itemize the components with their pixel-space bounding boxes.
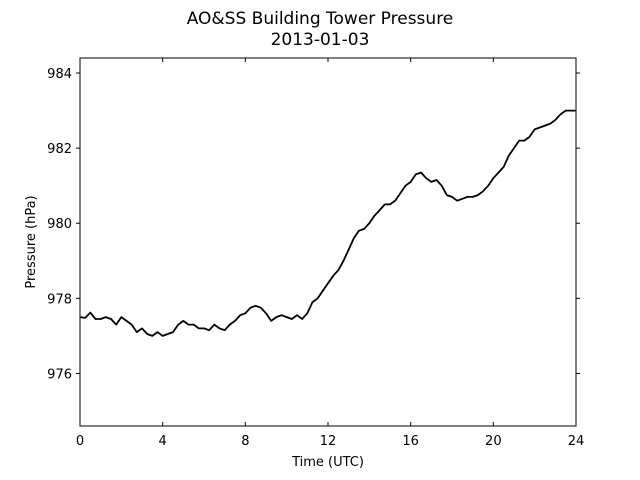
x-tick-label: 8 (241, 434, 249, 449)
chart-title: AO&SS Building Tower Pressure (187, 9, 454, 29)
y-axis-ticks: 976 978 980 982 984 (47, 67, 580, 382)
plot-frame (79, 57, 577, 427)
x-tick-label: 0 (76, 434, 84, 449)
x-tick-label: 20 (485, 434, 502, 449)
y-tick-label: 976 (47, 367, 72, 382)
x-axis-ticks: 0 4 8 12 16 20 24 (76, 58, 584, 449)
chart-subtitle: 2013-01-03 (271, 30, 370, 50)
y-tick-label: 982 (47, 142, 72, 157)
y-tick-label: 978 (47, 292, 72, 307)
y-axis-label: Pressure (hPa) (24, 195, 39, 288)
x-tick-label: 4 (159, 434, 167, 449)
pressure-series-line (79, 109, 576, 337)
x-tick-label: 24 (568, 434, 585, 449)
x-tick-label: 12 (320, 434, 337, 449)
y-tick-label: 984 (47, 67, 72, 82)
x-tick-label: 16 (402, 434, 419, 449)
y-tick-label: 980 (47, 217, 72, 232)
x-axis-label: Time (UTC) (291, 455, 364, 470)
